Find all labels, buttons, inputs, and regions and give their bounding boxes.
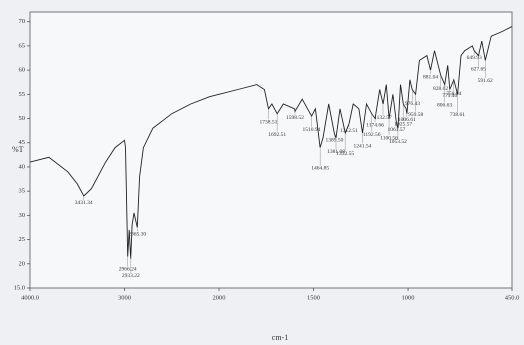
y-tick-label: 25 (19, 236, 26, 243)
y-tick-label: 30 (19, 212, 26, 219)
annotation: 1692.51 (268, 132, 286, 138)
x-tick-label: 1500 (307, 294, 320, 301)
y-tick-label: 50 (19, 115, 26, 122)
annotation: 976.43 (405, 101, 420, 107)
y-tick-label: 15.0 (14, 284, 25, 291)
annotation: 1192.56 (363, 132, 381, 138)
annotation: 1241.54 (353, 144, 371, 150)
y-axis-label: %T (12, 145, 24, 154)
annotation: 1132.57 (374, 115, 392, 121)
y-tick-label: 20 (19, 260, 26, 267)
annotation: 2865.30 (128, 232, 146, 238)
plot-area (29, 11, 513, 289)
x-tick-label: 3000 (118, 294, 131, 301)
annotation: 1510.94 (303, 127, 321, 133)
annotation: 881.04 (423, 74, 438, 80)
annotation: 738.61 (450, 112, 465, 118)
y-tick-label: 55 (19, 91, 26, 98)
y-tick-label: 70 (19, 18, 26, 25)
annotation: 1332.55 (336, 151, 354, 157)
y-tick-label: 60 (19, 67, 26, 74)
annotation: 591.62 (478, 78, 493, 84)
annotation: 806.63 (437, 103, 452, 109)
annotation: 1174.66 (366, 123, 384, 129)
annotation: 1053.52 (389, 139, 407, 145)
annotation: 1464.85 (311, 166, 329, 172)
annotation: 1061.57 (387, 127, 405, 133)
annotation: 1738.51 (260, 120, 278, 126)
x-tick-label: 2000 (213, 294, 226, 301)
annotation: 959.58 (408, 112, 423, 118)
x-tick-label: 1000 (402, 294, 415, 301)
annotation: 649.93 (467, 55, 482, 61)
annotation: 1006.61 (398, 117, 416, 123)
annotation: 1598.52 (286, 115, 304, 121)
spectrum-line (29, 26, 513, 259)
x-tick-label: 4000.0 (21, 294, 39, 301)
annotation: 2933.22 (122, 273, 140, 279)
annotation: 1312.51 (340, 128, 358, 134)
annotation: 1381.08 (327, 149, 345, 155)
annotation: 779.40 (442, 93, 457, 99)
annotation: 1025.57 (394, 122, 412, 128)
y-tick-label: 40 (19, 163, 26, 170)
y-tick-label: 65 (19, 42, 26, 49)
annotation: 758.04 (446, 91, 461, 97)
x-tick-label: 450.0 (505, 294, 520, 301)
annotation: 1389.50 (325, 138, 343, 144)
annotation: 2966.24 (119, 267, 137, 273)
x-axis-label: cm-1 (272, 333, 288, 342)
annotation: 1100.56 (380, 136, 398, 142)
annotation: 3431.34 (75, 200, 93, 206)
y-tick-label: 35 (19, 188, 26, 195)
y-tick-label: 45 (19, 139, 26, 146)
annotation: 627.65 (471, 67, 486, 73)
annotation: 828.02 (433, 86, 448, 92)
